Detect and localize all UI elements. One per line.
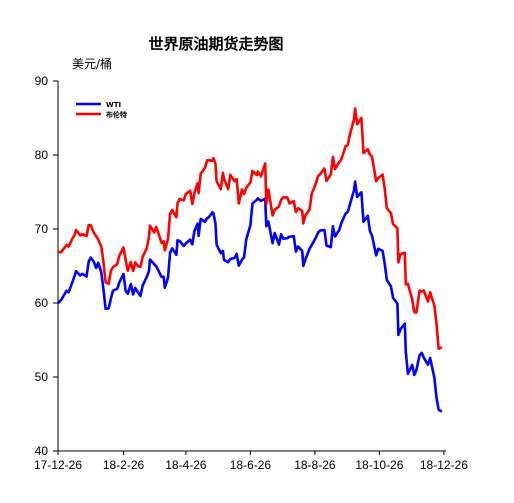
y-axis: 40 50 60 70 80 90 [35, 74, 59, 458]
chart-title: 世界原油期货走势图 [148, 35, 283, 53]
legend-label-1: 布伦特 [106, 110, 127, 119]
series-line-0 [57, 180, 443, 413]
series-lines [57, 107, 443, 413]
x-tick-label: 18-4-26 [165, 458, 207, 472]
y-axis-unit-label: 美元/桶 [72, 56, 112, 71]
x-tick-label: 18-6-26 [230, 458, 272, 472]
y-tick-label: 40 [35, 444, 49, 458]
y-tick-label: 60 [35, 296, 49, 310]
x-tick-label: 18-2-26 [103, 458, 145, 472]
legend-label-0: WTI [106, 101, 121, 109]
x-tick-label: 18-12-26 [420, 458, 468, 472]
x-axis: 17-12-26 18-2-26 18-4-26 18-6-26 18-8-26 18-1… [34, 450, 468, 472]
y-tick-label: 70 [35, 222, 49, 236]
y-tick-label: 90 [35, 74, 49, 88]
series-line-1 [57, 107, 443, 350]
x-tick-label: 18-8-26 [294, 458, 336, 472]
x-tick-label: 18-10-26 [355, 458, 403, 472]
y-tick-label: 50 [35, 370, 49, 384]
x-tick-label: 17-12-26 [34, 458, 82, 472]
y-tick-label: 80 [35, 148, 49, 162]
